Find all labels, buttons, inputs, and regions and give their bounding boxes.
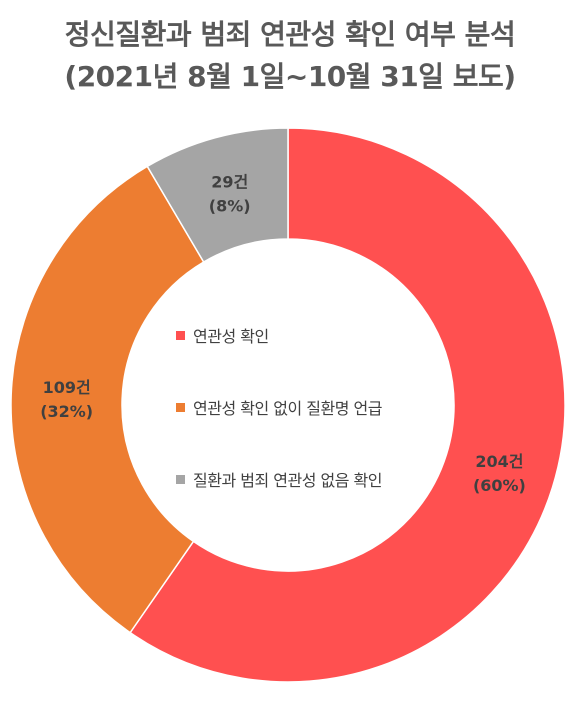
legend-swatch-no-link bbox=[176, 474, 185, 484]
donut-slice-mention-only bbox=[10, 165, 205, 634]
legend-label-no-link: 질환과 범죄 연관성 없음 확인 bbox=[193, 471, 382, 490]
legend-item-no-link: 질환과 범죄 연관성 없음 확인 bbox=[176, 468, 466, 490]
chart-title-line-2: (2021년 8월 1일~10월 31일 보도) bbox=[64, 60, 516, 93]
legend-swatch-confirmed bbox=[176, 330, 185, 340]
data-label-mention-only-percent: (32%) bbox=[40, 402, 93, 421]
legend-label-mention-only: 연관성 확인 없이 질환명 언급 bbox=[193, 399, 382, 418]
legend-swatch-mention-only bbox=[176, 402, 185, 412]
legend-item-confirmed: 연관성 확인 bbox=[176, 324, 466, 346]
chart-title-line-1: 정신질환과 범죄 연관성 확인 여부 분석 bbox=[64, 18, 516, 51]
data-label-mention-only-count: 109건 bbox=[43, 378, 91, 397]
legend-item-mention-only: 연관성 확인 없이 질환명 언급 bbox=[176, 396, 466, 418]
legend-label-confirmed: 연관성 확인 bbox=[193, 327, 269, 346]
data-label-confirmed-count: 204건 bbox=[475, 452, 523, 471]
donut-slice-confirmed bbox=[129, 127, 566, 683]
data-label-no-link-percent: (8%) bbox=[209, 196, 251, 215]
legend: 연관성 확인 연관성 확인 없이 질환명 언급 질환과 범죄 연관성 없음 확인 bbox=[176, 324, 466, 540]
donut-slice-no-link bbox=[146, 127, 289, 264]
data-label-no-link-count: 29건 bbox=[211, 172, 248, 191]
data-label-confirmed-percent: (60%) bbox=[473, 476, 526, 495]
chart-title: 정신질환과 범죄 연관성 확인 여부 분석 (2021년 8월 1일~10월 3… bbox=[0, 14, 580, 98]
